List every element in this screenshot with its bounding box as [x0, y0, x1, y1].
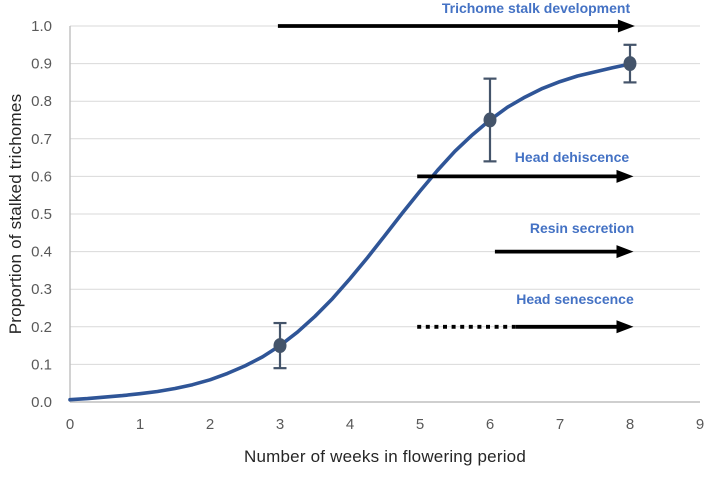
annotation-resin-secretion: Resin secretion: [529, 220, 635, 236]
y-tick-label: 0.8: [31, 93, 52, 110]
y-tick-label: 0.5: [31, 206, 52, 223]
x-tick-label: 7: [556, 416, 564, 433]
data-point-marker: [483, 112, 497, 128]
arrow-head: [617, 19, 635, 33]
sigmoid-curve: [68, 62, 632, 402]
x-tick-label: 0: [66, 416, 74, 433]
data-point-marker: [273, 338, 287, 354]
arrow-head: [616, 320, 634, 334]
x-tick-label: 6: [486, 416, 494, 433]
tick-labels-group: 0.0 0.1 0.2 0.3 0.4 0.5 0.6 0.7 0.8 0.9 1.0 0 1 2 3 4 5 6…: [31, 18, 704, 433]
axes-group: [69, 26, 700, 403]
y-tick-label: 0.4: [31, 244, 52, 261]
annotation-arrows-group: [277, 19, 635, 334]
x-tick-label: 8: [626, 416, 634, 433]
annotation-head-senescence: Head senescence: [516, 291, 634, 307]
y-tick-label: 1.0: [31, 18, 52, 35]
data-point-marker: [623, 56, 637, 72]
x-tick-label: 2: [206, 416, 214, 433]
x-tick-label: 4: [346, 416, 354, 433]
x-tick-label: 3: [276, 416, 284, 433]
annotation-head-dehiscence: Head dehiscence: [514, 149, 630, 165]
y-tick-label: 0.9: [31, 56, 52, 73]
arrow-head: [616, 245, 634, 259]
y-axis-title: Proportion of stalked trichomes: [6, 93, 25, 335]
gridlines-group: [70, 25, 700, 365]
y-tick-label: 0.6: [31, 168, 52, 185]
x-tick-label: 9: [696, 416, 704, 433]
x-tick-label: 1: [136, 416, 144, 433]
y-tick-label: 0.0: [31, 394, 52, 411]
arrow-head: [616, 169, 634, 183]
y-tick-label: 0.7: [31, 131, 52, 148]
x-tick-label: 5: [416, 416, 424, 433]
y-tick-label: 0.3: [31, 281, 52, 298]
data-series-group: [68, 43, 637, 402]
y-tick-label: 0.1: [31, 356, 52, 373]
x-axis-title: Number of weeks in flowering period: [244, 447, 526, 466]
y-tick-label: 0.2: [31, 319, 52, 336]
annotation-trichome-stalk-development: Trichome stalk development: [441, 0, 631, 16]
